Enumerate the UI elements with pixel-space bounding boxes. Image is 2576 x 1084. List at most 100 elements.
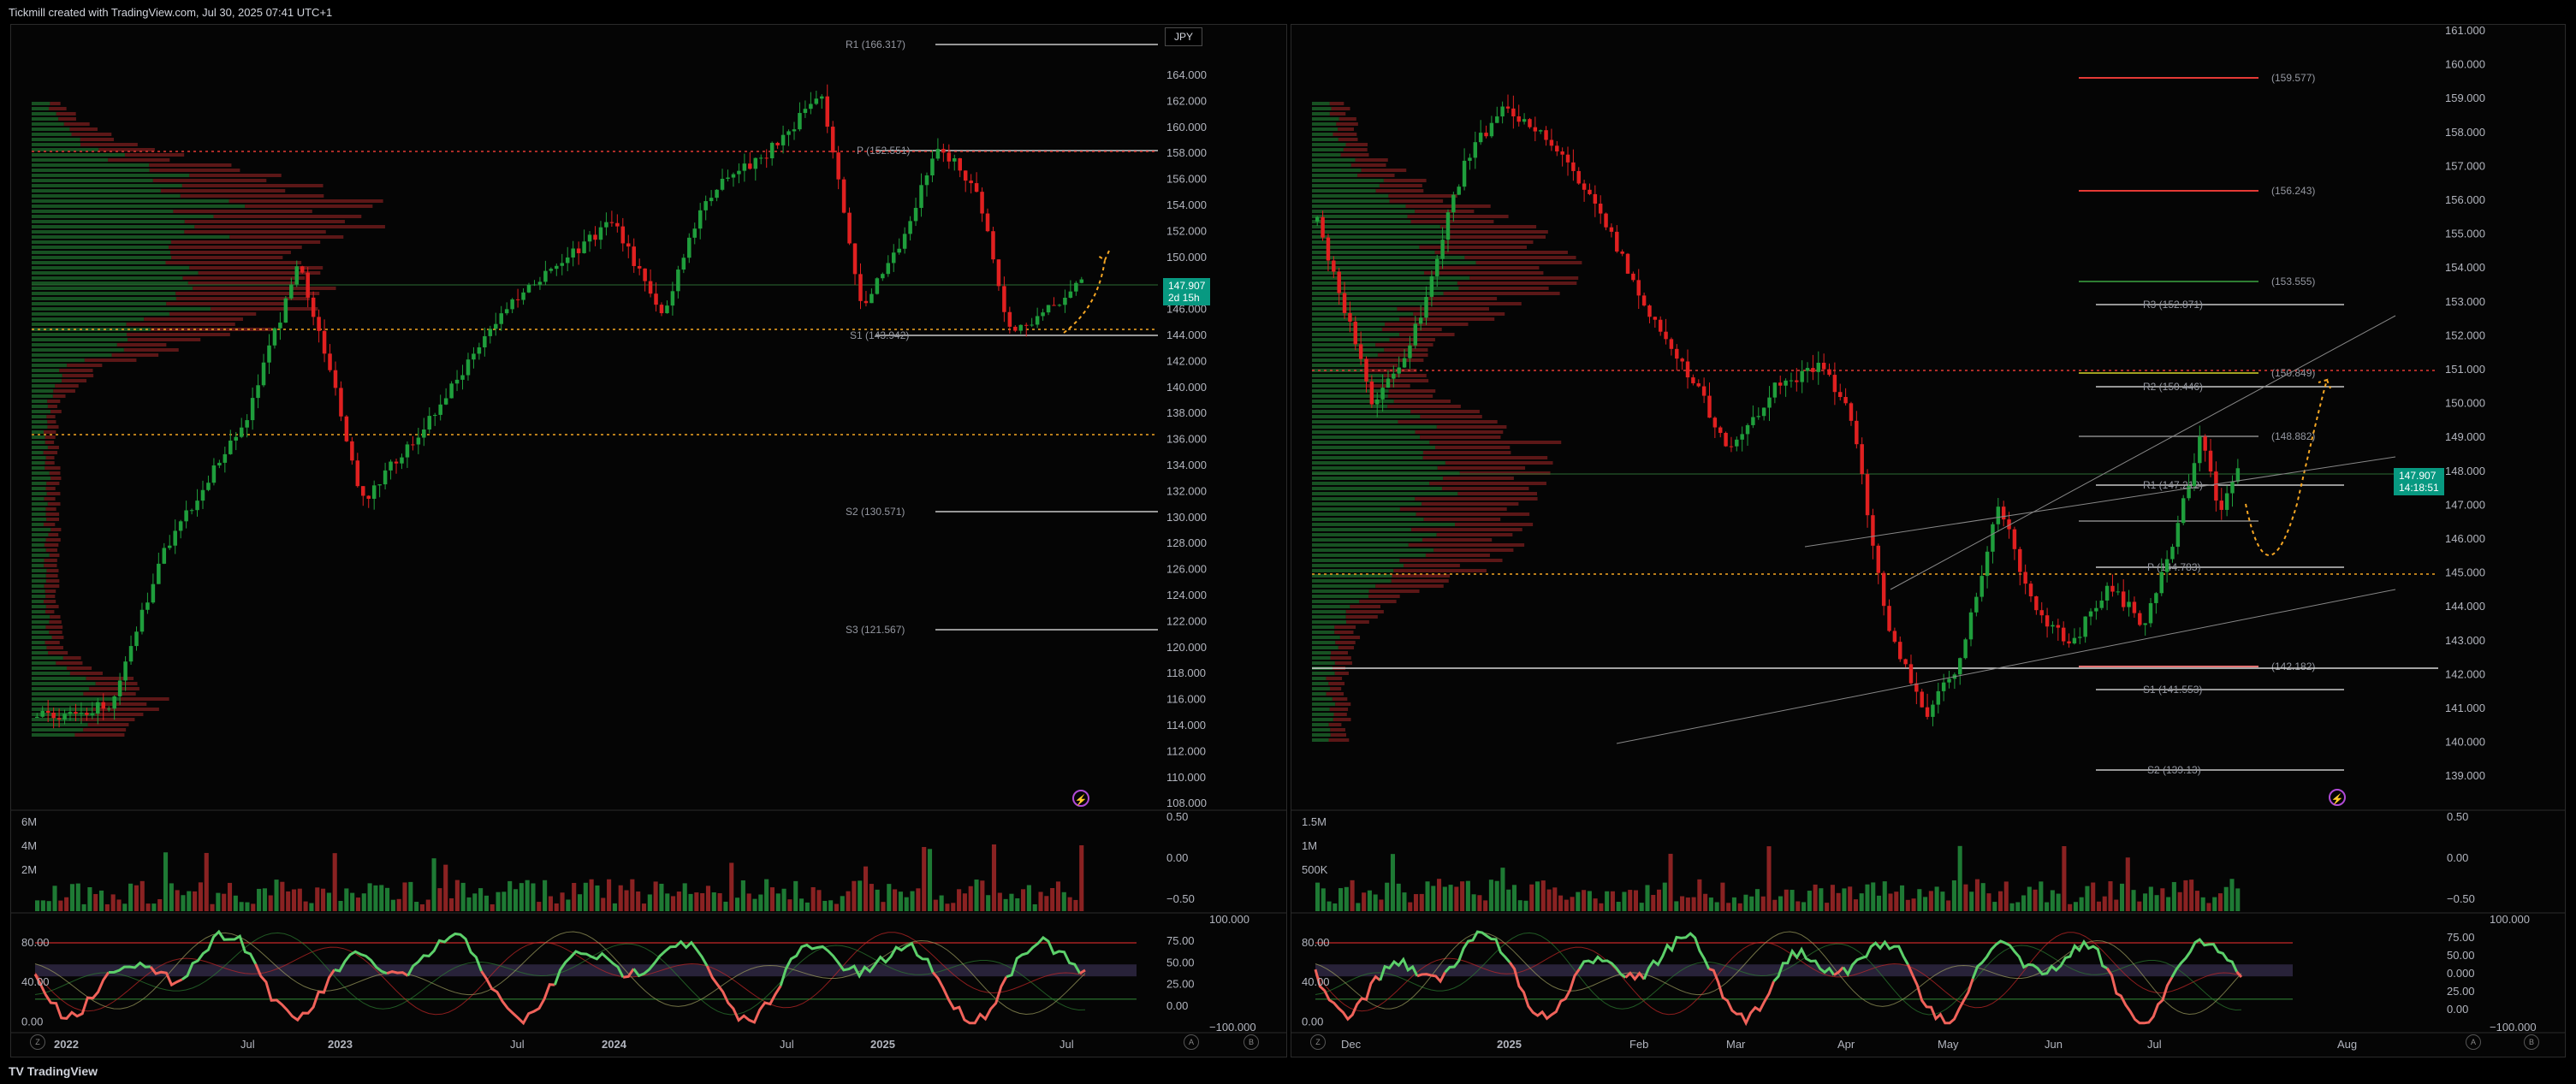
volume-profile-bar [44,497,56,501]
volume-profile-bar [1312,697,1333,701]
volume-profile-bar [1312,394,1388,398]
candle-body [90,714,95,715]
volume-profile-bar [32,636,52,639]
candle-body [128,646,134,662]
candle-body [1615,231,1619,252]
right-zoom-button[interactable]: Z [1310,1034,1326,1050]
lightning-icon[interactable]: ⚡ [2329,789,2346,806]
volume-profile-bar [1312,559,1400,562]
volume-profile-bar [1312,631,1335,634]
candle-body [830,127,835,153]
left-zoom-button[interactable]: Z [30,1034,45,1050]
volume-bar [1599,903,1604,911]
volume-profile-bar [1312,184,1380,187]
candle-body [1576,170,1581,184]
right-chart-canvas[interactable]: 161.000 160.000 159.000 158.000 157.000 156.0… [1291,25,2566,1057]
volume-profile-bar [46,518,60,521]
volume-profile-bar [44,430,56,434]
oscillator-main-line [553,950,625,986]
candle-body [173,530,177,546]
volume-profile-bar [49,471,61,475]
volume-profile-bar [1445,235,1546,239]
volume-profile-bar [1398,420,1498,424]
volume-profile-bar [1415,210,1475,213]
volume-bar [297,888,302,911]
volume-bar [1021,889,1026,911]
right-chart-pane[interactable]: 161.000 160.000 159.000 158.000 157.000 156.0… [1291,24,2566,1057]
volume-profile-bar [1312,405,1388,408]
volume-profile-bar [1445,461,1553,465]
volume-profile-bar [1312,338,1390,341]
volume-profile-bar [1328,738,1350,742]
volume-profile-bar [47,400,61,403]
volume-profile-bar [166,302,287,305]
volume-profile-bar [1312,682,1329,685]
volume-bar [1517,900,1522,911]
volume-profile-bar [1312,102,1330,105]
tradingview-logo[interactable]: TV TradingView [9,1064,98,1078]
volume-bar [1015,897,1020,911]
volume-profile-bar [32,631,50,634]
volume-profile-bar [1312,466,1438,470]
volume-profile-bar [124,153,185,157]
candle-body [1658,319,1663,332]
volume-bar [997,892,1002,911]
volume-profile-bar [1420,415,1482,418]
volume-profile-bar [1312,471,1460,475]
candle-body [537,281,543,285]
candle-body [438,404,442,415]
candle-body [919,185,923,208]
candle-body [2127,601,2131,607]
right-auto-scale-button[interactable]: A [2466,1034,2481,1050]
volume-bar [1726,903,1731,911]
candle-body [1413,323,1418,346]
left-scale-button[interactable]: B [1243,1034,1259,1050]
candle-body [2203,436,2207,451]
candle-body [1696,383,1701,387]
volume-profile-bar [92,708,159,711]
volume-bar [1871,882,1876,911]
volume-bar [787,899,792,911]
candle-body [494,323,498,329]
volume-bar [385,887,390,911]
oscillator-main-line [1416,971,1446,984]
price-axis-label: 126.000 [1166,563,1207,576]
volume-bar [1974,879,1979,911]
left-chart-pane[interactable]: 164.000 162.000 160.000 158.000 156.000 154.0… [10,24,1287,1057]
volume-profile-bar [182,276,306,280]
volume-profile-bar [32,677,86,680]
left-chart-canvas[interactable]: 164.000 162.000 160.000 158.000 156.000 154.0… [11,25,1287,1057]
candle-body [223,453,228,463]
candle-body [587,234,592,242]
volume-profile-bar [32,215,214,218]
volume-profile-bar [1334,631,1354,634]
volume-profile-bar [1329,708,1349,711]
volume-profile-bar [1328,682,1345,685]
level-142-line-label: (142.182) [2271,660,2315,672]
volume-profile-bar [1381,328,1442,331]
currency-badge[interactable]: JPY [1165,27,1203,46]
right-scale-button[interactable]: B [2524,1034,2539,1050]
candle-body [1418,317,1423,324]
volume-profile-bar [1326,692,1344,696]
candle-body [1440,240,1445,259]
volume-profile-bar [32,512,46,516]
oscillator-axis-label: 80.00 [21,936,50,949]
volume-bar [367,883,372,911]
candle-body [311,297,316,317]
candle-body [499,313,503,324]
candle-body [2192,463,2197,487]
volume-profile-bar [128,338,201,341]
volume-bar [1079,844,1084,911]
volume-bar [2062,845,2067,911]
volume-profile-bar [32,400,48,403]
candle-body [1588,189,1592,194]
candle-body [443,398,448,405]
lightning-icon[interactable]: ⚡ [1072,790,1089,807]
oscillator-right-axis-label: 25.00 [1166,978,1195,991]
volume-profile-bar [1312,122,1337,126]
volume-profile-bar [1312,477,1444,480]
volume-bar [1876,895,1882,911]
volume-profile-bar [1312,451,1423,454]
left-auto-scale-button[interactable]: A [1184,1034,1199,1050]
